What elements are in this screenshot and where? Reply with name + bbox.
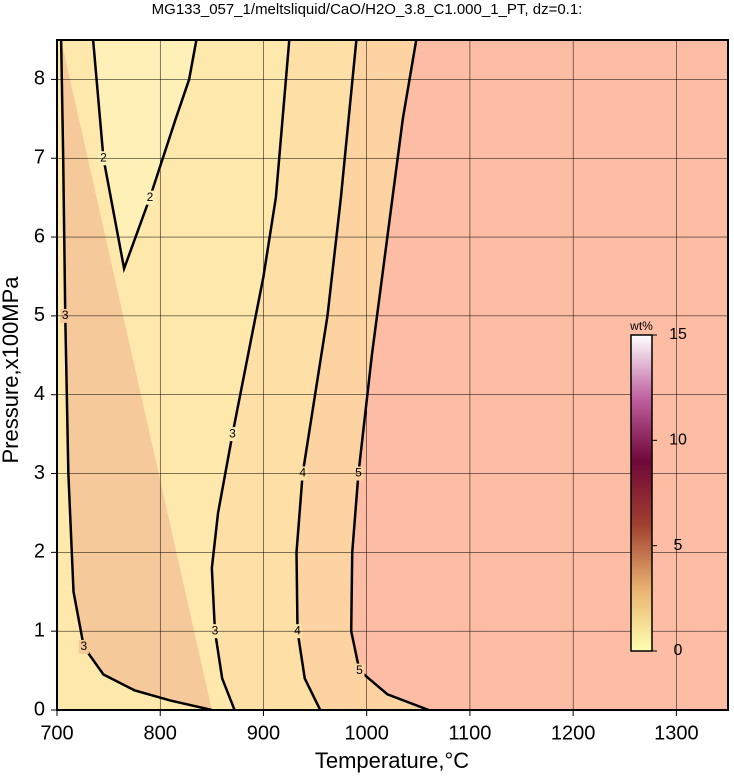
x-tick-label: 1300 xyxy=(654,722,699,744)
y-tick-label: 1 xyxy=(34,619,45,641)
contour-label-bg xyxy=(144,190,155,205)
contour-label: 4 xyxy=(299,466,306,480)
contour-label-bg xyxy=(78,639,89,654)
contour-label: 3 xyxy=(229,426,236,440)
contour-label: 5 xyxy=(355,466,362,480)
contour-label: 3 xyxy=(212,623,219,637)
plot-area: 5 5 4 4 3 3 2 2 3 3 xyxy=(57,40,728,710)
colorbar xyxy=(630,334,653,652)
x-tick-label: 1100 xyxy=(448,722,491,744)
contour-fill xyxy=(93,40,197,269)
colorbar-tick-label: 15 xyxy=(669,326,687,343)
y-tick-label: 2 xyxy=(34,541,45,563)
y-tick-label: 8 xyxy=(34,68,45,90)
colorbar-tick-label: 5 xyxy=(674,537,683,554)
colorbar-tick-label: 10 xyxy=(669,432,687,449)
contour-label: 4 xyxy=(294,623,301,637)
y-tick-label: 0 xyxy=(34,698,45,720)
x-tick-label: 1200 xyxy=(551,722,596,744)
colorbar-tick-label: 0 xyxy=(674,642,683,659)
contour-label: 2 xyxy=(100,150,107,164)
y-tick-label: 4 xyxy=(34,383,45,405)
x-tick-label: 700 xyxy=(40,722,73,744)
contour-label: 2 xyxy=(147,190,154,204)
x-axis-label: Temperature,°C xyxy=(315,748,469,773)
contour-label: 3 xyxy=(62,308,69,322)
contour-label-bg xyxy=(354,663,365,678)
y-tick-label: 5 xyxy=(34,304,45,326)
overlay: 700 800 900 1000 1100 1200 1300 0 1 2 3 4 5 6 7 8 wt% 0 5 1… xyxy=(34,39,729,744)
chart-title: MG133_057_1/meltsliquid/CaO/H2O_3.8_C1.0… xyxy=(152,1,583,18)
x-tick-label: 800 xyxy=(144,722,177,744)
x-tick-label: 1000 xyxy=(344,722,389,744)
y-tick-label: 3 xyxy=(34,462,45,484)
x-tick-label: 900 xyxy=(247,722,280,744)
plot-frame xyxy=(56,39,729,711)
y-tick-label: 7 xyxy=(34,147,45,169)
y-axis-label: Pressure,x100MPa xyxy=(0,276,23,464)
colorbar-label: wt% xyxy=(629,319,653,333)
contour-label: 3 xyxy=(80,639,87,653)
contour-line xyxy=(349,40,430,710)
contour-label-bg xyxy=(227,427,238,442)
contour-label: 5 xyxy=(356,663,363,677)
contour-fill xyxy=(61,40,212,710)
y-tick-label: 6 xyxy=(34,225,45,247)
